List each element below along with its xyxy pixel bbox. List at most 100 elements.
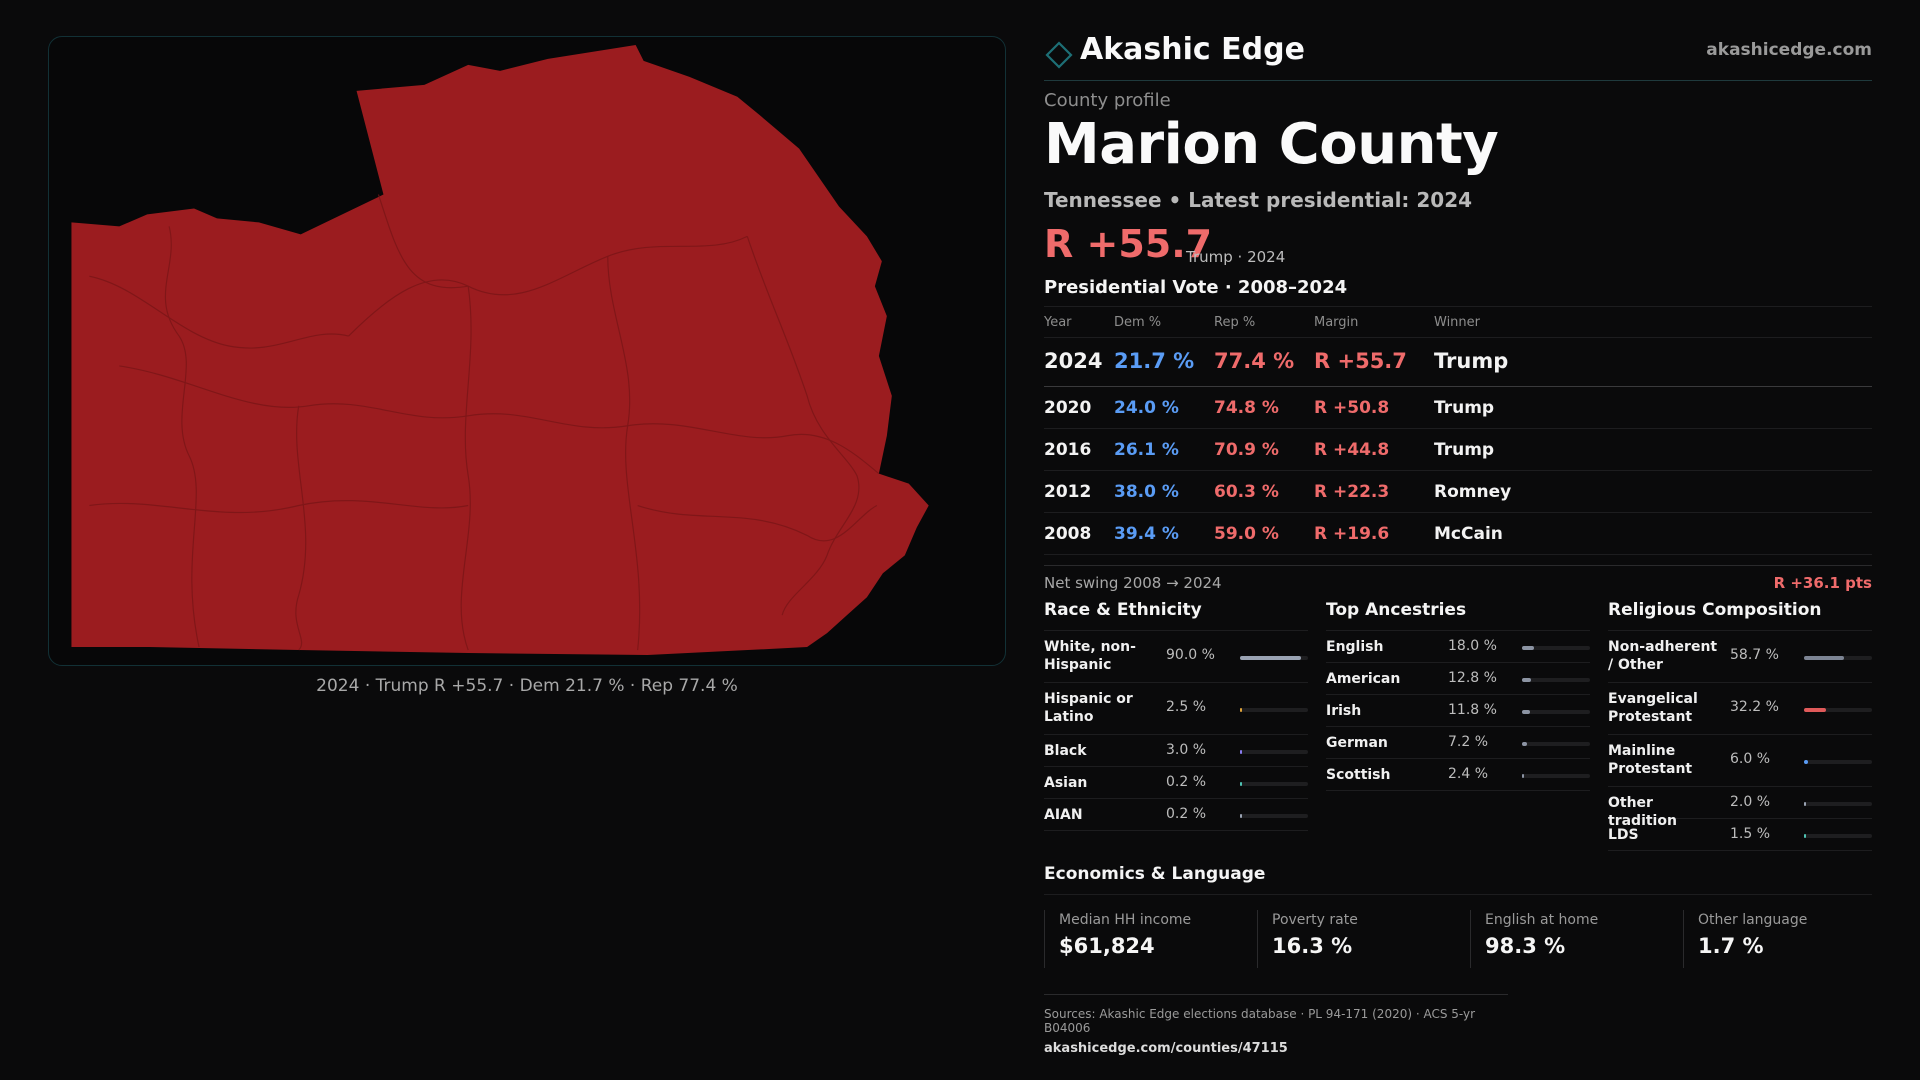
vote-section-title: Presidential Vote · 2008–2024: [1044, 277, 1348, 298]
bar-label: White, non-Hispanic: [1044, 639, 1136, 673]
page-title: Marion County: [1044, 112, 1499, 177]
bar-percent: 2.0 %: [1730, 794, 1771, 810]
eyebrow: County profile: [1044, 90, 1171, 111]
bar-fill: [1240, 782, 1242, 786]
bar-percent: 7.2 %: [1448, 734, 1489, 750]
econ-stat-value: 16.3 %: [1272, 934, 1353, 958]
col-header-year: Year: [1044, 315, 1072, 330]
bar-row: Non-adherent / Other 58.7 %: [1608, 631, 1872, 683]
econ-stat-other-language: Other language 1.7 %: [1683, 910, 1890, 968]
bar-label: Hispanic or Latino: [1044, 691, 1133, 725]
bar-track: [1240, 750, 1308, 754]
bar-label: Evangelical Protestant: [1608, 691, 1698, 725]
econ-stat-label: English at home: [1485, 912, 1599, 928]
cell-dem: 21.7 %: [1114, 349, 1195, 373]
econ-section-title: Economics & Language: [1044, 864, 1872, 895]
bar-fill: [1522, 678, 1531, 682]
cell-winner: Trump: [1434, 349, 1509, 373]
source-url-link[interactable]: akashicedge.com/counties/47115: [1044, 1041, 1288, 1056]
cell-year: 2008: [1044, 524, 1092, 544]
bar-percent: 2.5 %: [1166, 699, 1207, 715]
map-caption: 2024 · Trump R +55.7 · Dem 21.7 % · Rep …: [316, 676, 738, 696]
header: Akashic Edge akashicedge.com: [1044, 30, 1872, 81]
headline-margin-note: Trump · 2024: [1186, 248, 1286, 266]
bar-percent: 58.7 %: [1730, 647, 1779, 663]
cell-rep: 70.9 %: [1214, 440, 1279, 460]
cell-dem: 38.0 %: [1114, 482, 1179, 502]
bar-row: American 12.8 %: [1326, 663, 1590, 695]
bar-track: [1522, 774, 1590, 778]
district-lines: [89, 194, 880, 651]
bar-label: Mainline Protestant: [1608, 743, 1693, 777]
econ-stat-value: 1.7 %: [1698, 934, 1764, 958]
cell-margin: R +19.6: [1314, 524, 1390, 544]
diamond-outline-icon: [1045, 41, 1073, 69]
cell-rep: 59.0 %: [1214, 524, 1279, 544]
bar-track: [1804, 802, 1872, 806]
econ-stat-english: English at home 98.3 %: [1470, 910, 1677, 968]
cell-winner: Trump: [1434, 398, 1495, 418]
bar-percent: 18.0 %: [1448, 638, 1497, 654]
bar-percent: 32.2 %: [1730, 699, 1779, 715]
bar-fill: [1240, 708, 1242, 712]
bar-percent: 90.0 %: [1166, 647, 1215, 663]
cell-margin: R +55.7: [1314, 349, 1407, 373]
bar-label: Asian: [1044, 775, 1088, 791]
net-swing-label: Net swing 2008 → 2024: [1044, 574, 1222, 592]
page-subtitle: Tennessee • Latest presidential: 2024: [1044, 188, 1473, 212]
bar-row: Mainline Protestant 6.0 %: [1608, 735, 1872, 787]
bar-fill: [1804, 802, 1806, 806]
brand-name[interactable]: Akashic Edge: [1080, 32, 1305, 67]
site-link[interactable]: akashicedge.com: [1706, 40, 1872, 60]
bar-track: [1240, 656, 1308, 660]
religion-section-title: Religious Composition: [1608, 600, 1872, 631]
bar-label: Non-adherent / Other: [1608, 639, 1718, 673]
vote-table-header: Year Dem % Rep % Margin Winner: [1044, 307, 1872, 338]
bar-row: White, non-Hispanic 90.0 %: [1044, 631, 1308, 683]
bar-fill: [1522, 646, 1535, 650]
bar-label: American: [1326, 671, 1401, 687]
bar-percent: 0.2 %: [1166, 774, 1207, 790]
cell-margin: R +44.8: [1314, 440, 1390, 460]
cell-year: 2024: [1044, 349, 1103, 373]
cell-rep: 74.8 %: [1214, 398, 1279, 418]
bar-row: German 7.2 %: [1326, 727, 1590, 759]
col-header-dem: Dem %: [1114, 315, 1162, 330]
bar-track: [1240, 708, 1308, 712]
bar-fill: [1804, 656, 1844, 660]
profile-panel: Akashic Edge akashicedge.com County prof…: [1044, 0, 1872, 1080]
bar-track: [1522, 710, 1590, 714]
econ-stat-poverty: Poverty rate 16.3 %: [1257, 910, 1464, 968]
cell-margin: R +22.3: [1314, 482, 1390, 502]
cell-rep: 77.4 %: [1214, 349, 1295, 373]
headline-margin: R +55.7: [1044, 222, 1213, 266]
bar-fill: [1240, 750, 1243, 754]
cell-dem: 39.4 %: [1114, 524, 1179, 544]
net-swing-value: R +36.1 pts: [1773, 574, 1872, 592]
bar-percent: 2.4 %: [1448, 766, 1489, 782]
bar-label: Other tradition: [1608, 795, 1677, 829]
vote-table: Year Dem % Rep % Margin Winner 2024 21.7…: [1044, 306, 1872, 555]
col-header-winner: Winner: [1434, 315, 1481, 330]
race-ethnicity-section: Race & Ethnicity White, non-Hispanic 90.0…: [1044, 600, 1308, 831]
bar-label: LDS: [1608, 827, 1639, 843]
bar-row: Evangelical Protestant 32.2 %: [1608, 683, 1872, 735]
bar-fill: [1804, 834, 1806, 838]
sources: Sources: Akashic Edge elections database…: [1044, 994, 1508, 1056]
bar-row: Black 3.0 %: [1044, 735, 1308, 767]
bar-percent: 12.8 %: [1448, 670, 1497, 686]
bar-row: Irish 11.8 %: [1326, 695, 1590, 727]
bar-label: English: [1326, 639, 1384, 655]
bar-track: [1240, 814, 1308, 818]
bar-label: Irish: [1326, 703, 1362, 719]
econ-stat-label: Median HH income: [1059, 912, 1192, 928]
bar-track: [1804, 656, 1872, 660]
bar-fill: [1240, 814, 1242, 818]
county-shape[interactable]: [71, 44, 929, 656]
bar-fill: [1522, 742, 1527, 746]
cell-dem: 26.1 %: [1114, 440, 1179, 460]
race-section-title: Race & Ethnicity: [1044, 600, 1308, 631]
bar-row: Scottish 2.4 %: [1326, 759, 1590, 791]
bar-row: Other tradition 2.0 %: [1608, 787, 1872, 829]
cell-year: 2016: [1044, 440, 1092, 460]
